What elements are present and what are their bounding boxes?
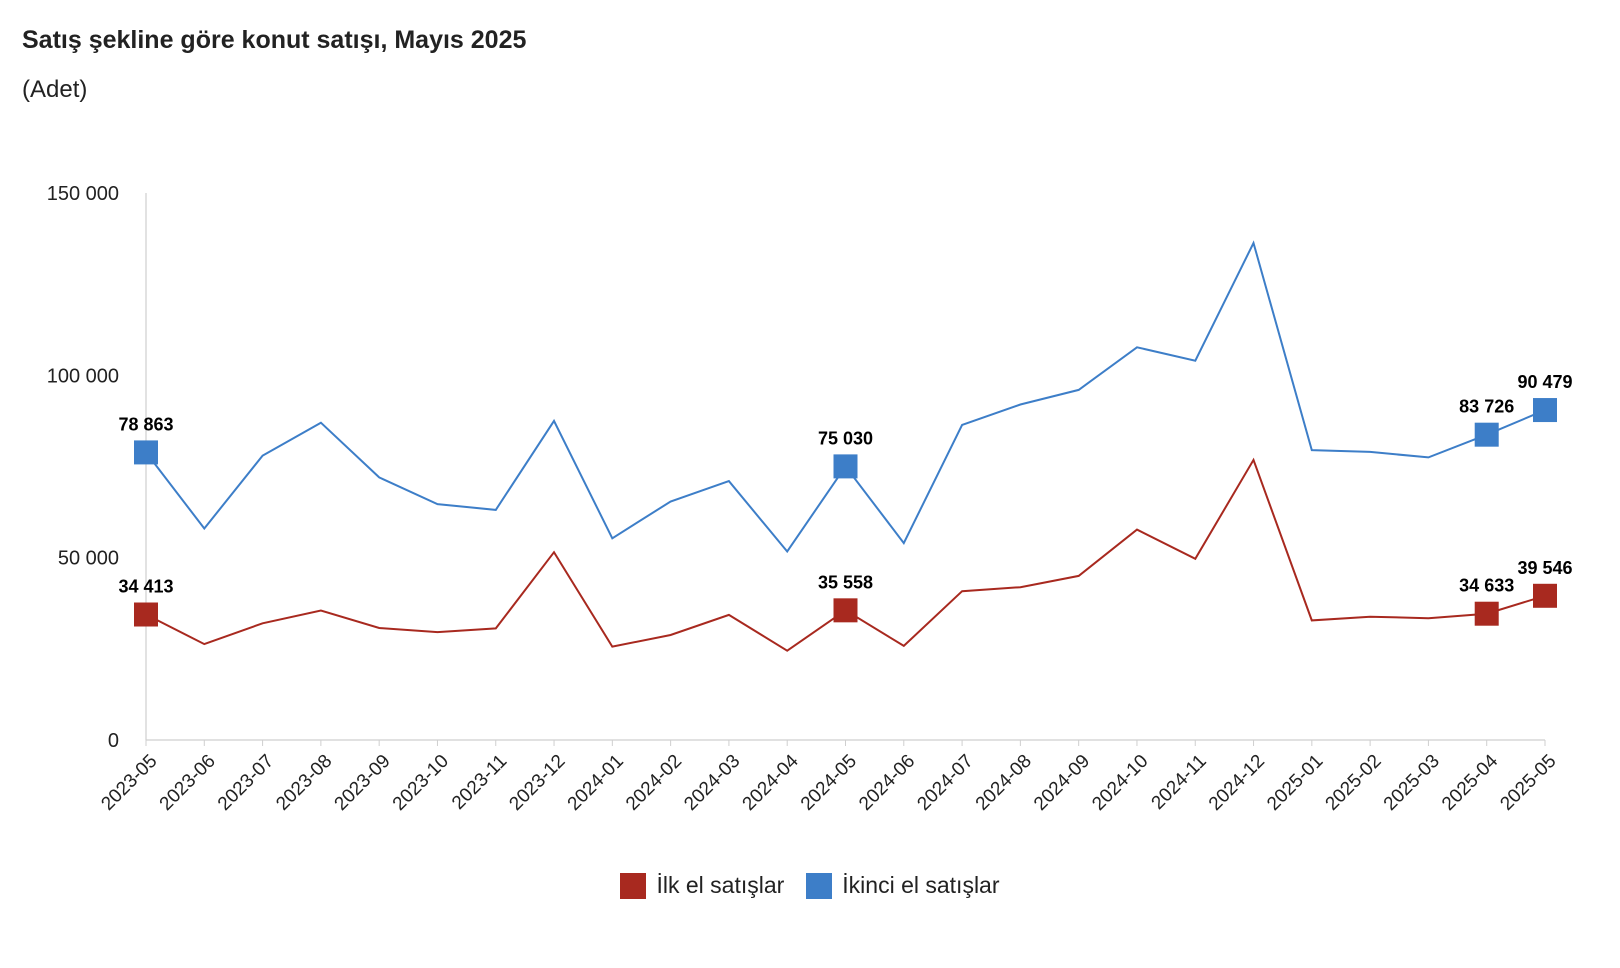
data-label: 78 863 xyxy=(118,414,173,434)
x-tick-label: 2024-05 xyxy=(797,751,861,815)
x-tick-label: 2024-01 xyxy=(564,751,628,815)
x-tick-label: 2024-12 xyxy=(1205,751,1269,815)
chart-title: Satış şekline göre konut satışı, Mayıs 2… xyxy=(22,26,527,54)
data-label: 83 726 xyxy=(1459,397,1514,417)
legend-item-ilk-el[interactable]: İlk el satışlar xyxy=(620,872,784,899)
x-tick-label: 2023-08 xyxy=(272,751,336,815)
x-tick-label: 2024-03 xyxy=(680,751,744,815)
x-tick-label: 2023-06 xyxy=(156,751,220,815)
x-tick-label: 2023-10 xyxy=(389,751,453,815)
data-marker xyxy=(134,602,158,627)
x-tick-label: 2024-02 xyxy=(622,751,686,815)
y-tick-label: 0 xyxy=(108,730,119,752)
legend-swatch-ikinci-el xyxy=(806,872,833,899)
data-marker xyxy=(134,440,158,465)
x-tick-label: 2024-04 xyxy=(739,750,803,814)
legend-swatch-ilk-el xyxy=(620,872,647,899)
data-marker xyxy=(1474,422,1499,447)
data-marker xyxy=(833,598,858,623)
x-tick-label: 2025-01 xyxy=(1263,751,1327,815)
x-tick-label: 2024-11 xyxy=(1148,751,1211,814)
legend: İlk el satışlar İkinci el satışlar xyxy=(0,872,1620,899)
x-tick-label: 2023-07 xyxy=(214,751,278,815)
chart-subtitle: (Adet) xyxy=(22,76,88,103)
x-tick-label: 2023-12 xyxy=(505,751,569,815)
data-marker xyxy=(1474,601,1499,626)
x-tick-label: 2024-09 xyxy=(1030,751,1094,815)
x-tick-label: 2025-04 xyxy=(1438,750,1502,814)
x-tick-label: 2024-10 xyxy=(1088,751,1152,815)
legend-label-ilk-el: İlk el satışlar xyxy=(656,872,785,898)
x-tick-label: 2025-02 xyxy=(1322,751,1386,815)
x-tick-label: 2024-06 xyxy=(855,751,919,815)
data-label: 90 479 xyxy=(1517,372,1572,392)
x-tick-label: 2024-08 xyxy=(972,751,1036,815)
legend-label-ikinci-el: İkinci el satışlar xyxy=(842,872,1000,898)
y-tick-label: 100 000 xyxy=(47,365,119,387)
data-label: 75 030 xyxy=(818,428,873,448)
data-marker xyxy=(1533,398,1557,423)
data-marker xyxy=(833,454,858,479)
y-tick-label: 50 000 xyxy=(58,548,119,570)
x-tick-label: 2023-11 xyxy=(448,751,511,814)
series-line-1 xyxy=(145,240,1546,554)
legend-item-ikinci-el[interactable]: İkinci el satışlar xyxy=(806,872,1000,899)
x-tick-label: 2025-05 xyxy=(1496,751,1560,815)
x-tick-label: 2023-09 xyxy=(331,751,395,815)
data-label: 39 546 xyxy=(1517,558,1572,578)
data-label: 35 558 xyxy=(818,572,873,592)
x-tick-label: 2025-03 xyxy=(1380,751,1444,815)
x-tick-label: 2024-07 xyxy=(913,751,977,815)
data-marker xyxy=(1533,583,1557,608)
y-tick-label: 150 000 xyxy=(47,183,119,205)
data-label: 34 633 xyxy=(1459,576,1514,596)
x-tick-label: 2023-05 xyxy=(97,751,161,815)
data-label: 34 413 xyxy=(118,577,173,597)
